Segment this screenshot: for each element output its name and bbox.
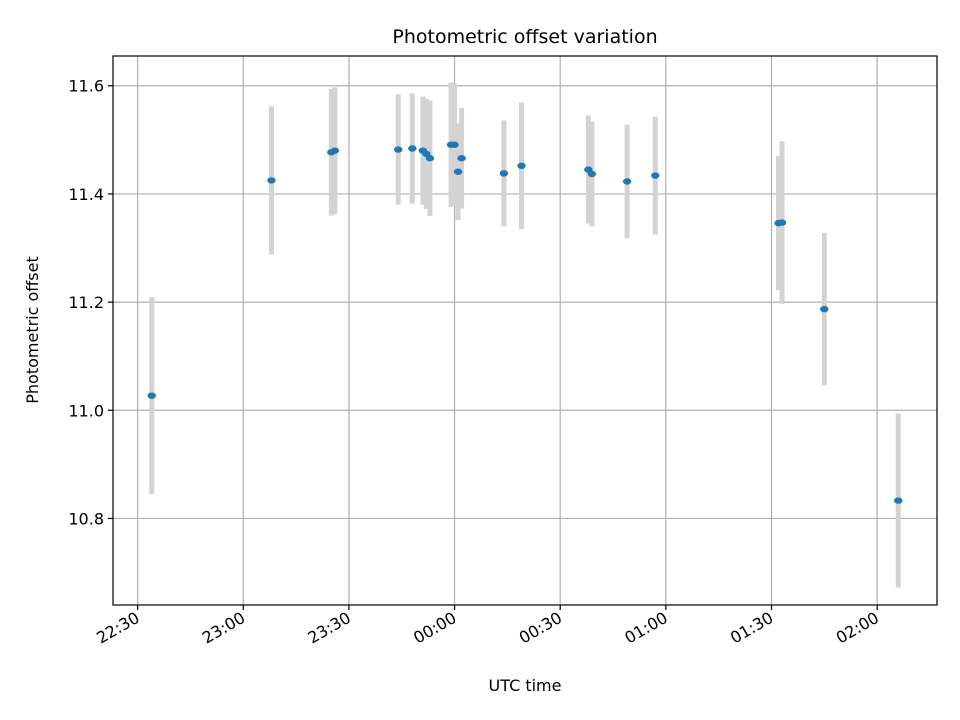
data-point <box>147 392 156 399</box>
data-point <box>267 177 276 184</box>
y-tick-label: 11.2 <box>68 293 104 312</box>
y-tick-label: 11.6 <box>68 77 104 96</box>
data-point <box>394 146 403 153</box>
data-point <box>517 162 526 169</box>
x-tick-label: 01:30 <box>727 608 776 648</box>
data-point <box>894 497 903 504</box>
x-tick-label: 00:00 <box>410 608 459 648</box>
y-tick-label: 11.0 <box>68 401 104 420</box>
x-tick-label: 23:30 <box>304 608 353 648</box>
data-point <box>820 305 829 313</box>
data-point <box>651 172 660 179</box>
data-point <box>777 219 787 226</box>
x-tick-label: 02:00 <box>833 608 882 648</box>
x-tick-label: 23:00 <box>199 608 248 648</box>
data-point <box>457 155 466 162</box>
data-point <box>499 170 509 177</box>
x-tick-label: 22:30 <box>93 608 142 648</box>
data-point <box>453 168 463 175</box>
y-tick-label: 11.4 <box>68 185 104 204</box>
x-tick-label: 00:30 <box>516 608 565 648</box>
grid <box>113 56 937 605</box>
y-axis-ticks: 10.8 11.0 11.2 11.4 11.6 <box>68 77 113 528</box>
x-tick-label: 01:00 <box>621 608 670 648</box>
chart-title: Photometric offset variation <box>392 26 657 48</box>
data-point <box>408 145 417 152</box>
data-points <box>147 141 903 504</box>
x-axis-ticks: 22:30 23:00 23:30 00:00 00:30 01:00 01:30 02:00 <box>93 605 882 648</box>
x-axis-label: UTC time <box>489 676 562 695</box>
plot-frame <box>112 55 938 606</box>
data-point <box>425 155 435 162</box>
y-tick-label: 10.8 <box>68 509 104 528</box>
y-axis-label: Photometric offset <box>23 256 42 404</box>
plot-background <box>113 56 937 605</box>
data-point <box>450 141 459 148</box>
data-point <box>330 147 340 154</box>
data-point <box>622 178 632 185</box>
data-point <box>587 170 597 178</box>
